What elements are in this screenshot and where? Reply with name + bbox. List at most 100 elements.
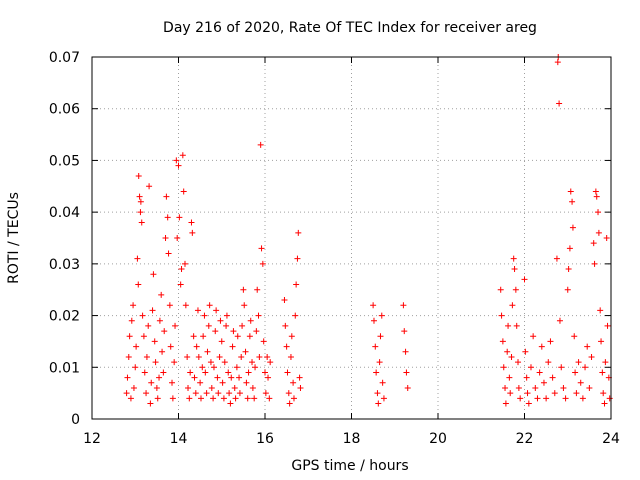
data-point bbox=[236, 374, 243, 381]
data-point bbox=[169, 379, 176, 386]
data-point bbox=[214, 374, 221, 381]
data-point bbox=[182, 302, 189, 309]
x-tick-label: 18 bbox=[343, 431, 361, 447]
data-point bbox=[290, 379, 297, 386]
data-point bbox=[588, 353, 595, 360]
y-tick-label: 0.04 bbox=[49, 205, 80, 221]
data-point bbox=[134, 255, 141, 262]
data-point bbox=[162, 235, 169, 241]
data-point bbox=[175, 162, 182, 169]
data-point bbox=[139, 312, 146, 319]
data-point bbox=[218, 338, 225, 345]
data-point bbox=[527, 364, 534, 371]
data-point bbox=[228, 374, 235, 381]
data-point bbox=[508, 353, 515, 360]
data-point bbox=[569, 224, 576, 231]
data-point bbox=[293, 281, 300, 288]
data-point bbox=[223, 322, 230, 329]
data-point bbox=[200, 333, 207, 340]
data-point bbox=[297, 384, 304, 391]
data-point bbox=[197, 395, 204, 402]
data-point bbox=[288, 333, 295, 340]
data-point bbox=[564, 286, 571, 293]
data-point bbox=[177, 281, 184, 288]
data-point bbox=[191, 374, 198, 381]
data-point bbox=[217, 317, 224, 324]
data-point bbox=[236, 390, 243, 397]
data-point bbox=[575, 359, 582, 366]
data-point bbox=[123, 390, 130, 397]
data-point bbox=[597, 307, 604, 314]
data-point bbox=[513, 322, 520, 329]
data-point bbox=[140, 333, 147, 340]
data-point bbox=[260, 338, 267, 345]
data-point bbox=[283, 343, 290, 350]
data-point bbox=[515, 384, 522, 391]
data-point bbox=[281, 297, 288, 304]
data-point bbox=[601, 400, 608, 407]
data-point bbox=[213, 307, 220, 314]
data-point bbox=[201, 312, 208, 319]
data-point bbox=[166, 302, 173, 309]
data-point bbox=[524, 390, 531, 397]
data-point bbox=[251, 395, 258, 402]
data-point bbox=[221, 359, 228, 366]
data-point bbox=[372, 343, 379, 350]
data-point bbox=[253, 328, 260, 335]
data-point bbox=[573, 390, 580, 397]
data-point bbox=[207, 359, 214, 366]
data-point bbox=[402, 348, 409, 355]
data-point bbox=[156, 317, 163, 324]
data-point bbox=[138, 219, 145, 226]
data-point bbox=[148, 379, 155, 386]
data-point bbox=[171, 359, 178, 366]
data-point bbox=[206, 302, 213, 309]
data-point bbox=[127, 395, 134, 402]
data-point bbox=[243, 379, 250, 386]
data-point bbox=[295, 229, 302, 236]
data-point bbox=[400, 302, 407, 309]
data-point bbox=[582, 364, 589, 371]
data-point bbox=[223, 312, 230, 319]
data-point bbox=[128, 317, 135, 324]
data-point bbox=[553, 255, 560, 262]
data-point bbox=[262, 369, 268, 376]
data-point bbox=[565, 266, 572, 273]
data-point bbox=[511, 266, 518, 273]
y-tick-label: 0.02 bbox=[49, 309, 80, 325]
data-point bbox=[199, 364, 206, 371]
data-point bbox=[554, 59, 561, 66]
data-point bbox=[203, 390, 210, 397]
data-point bbox=[374, 390, 381, 397]
data-point bbox=[505, 322, 512, 329]
data-point bbox=[378, 312, 385, 319]
data-point bbox=[604, 322, 611, 329]
x-axis-label: GPS time / hours bbox=[291, 458, 408, 474]
data-point bbox=[504, 348, 511, 355]
data-point bbox=[509, 302, 516, 309]
y-tick-label: 0.06 bbox=[49, 102, 80, 118]
data-point bbox=[141, 369, 148, 376]
data-point bbox=[202, 369, 209, 376]
data-point bbox=[208, 384, 215, 391]
data-point bbox=[502, 400, 509, 407]
data-point bbox=[133, 343, 140, 350]
data-point bbox=[558, 364, 565, 371]
data-point bbox=[232, 395, 239, 402]
data-point bbox=[525, 400, 532, 407]
data-point bbox=[181, 260, 188, 267]
data-point bbox=[219, 379, 226, 386]
data-point bbox=[551, 390, 558, 397]
data-point bbox=[375, 400, 382, 407]
data-point bbox=[379, 379, 386, 386]
data-point bbox=[137, 209, 144, 216]
data-point bbox=[517, 395, 524, 402]
data-point bbox=[266, 395, 273, 402]
data-point bbox=[210, 395, 217, 402]
data-point bbox=[285, 390, 292, 397]
data-point bbox=[556, 317, 563, 324]
data-point bbox=[543, 395, 550, 402]
data-point bbox=[572, 369, 579, 376]
data-point bbox=[173, 157, 180, 164]
data-point bbox=[158, 291, 165, 298]
